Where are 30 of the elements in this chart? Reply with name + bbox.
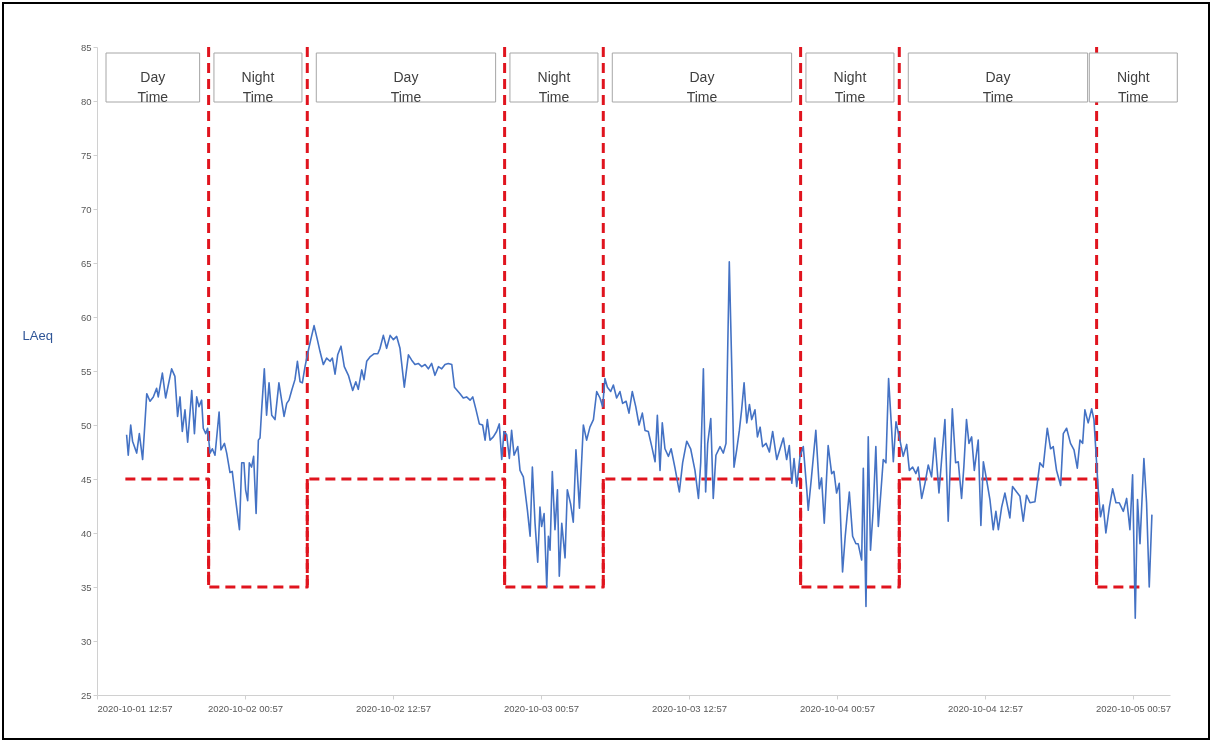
y-tick-label: 35 [80, 581, 92, 593]
annotation: Night Time [241, 69, 275, 105]
x-tick-label: 2020-10-04 12:57 [947, 702, 1024, 714]
y-tick-label: 55 [80, 365, 92, 377]
x-tick-label: 2020-10-03 12:57 [651, 702, 728, 714]
x-tick-label: 2020-10-01 12:57 [97, 702, 173, 714]
y-tick-label: 30 [80, 635, 92, 647]
annotation: Night Time [537, 69, 571, 105]
x-tick-label: 2020-10-02 00:57 [207, 702, 284, 714]
y-tick-label: 45 [80, 473, 92, 485]
x-tick-label: 2020-10-04 00:57 [799, 702, 876, 714]
annotation: Night Time [1116, 69, 1150, 105]
y-tick-label: 50 [80, 419, 92, 431]
x-tick-label: 2020-10-05 00:57 [1095, 702, 1172, 714]
annotation: Day Time [137, 69, 169, 105]
y-tick-label: 25 [80, 689, 92, 701]
y-tick-label: 80 [80, 95, 92, 107]
y-tick-label: 70 [80, 203, 92, 215]
y-tick-label: 75 [80, 149, 92, 161]
annotation: Night Time [833, 69, 867, 105]
annotation: Day Time [390, 69, 422, 105]
annotation: Day Time [982, 69, 1014, 105]
y-tick-label: 60 [80, 311, 92, 323]
y-tick-label: 40 [80, 527, 92, 539]
y-tick-label: 65 [80, 257, 92, 269]
x-tick-label: 2020-10-03 00:57 [503, 702, 580, 714]
x-tick-label: 2020-10-02 12:57 [355, 702, 432, 714]
annotation: Day Time [686, 69, 718, 105]
y-axis-title: LAeq [22, 327, 53, 343]
y-tick-label: 85 [80, 41, 92, 53]
